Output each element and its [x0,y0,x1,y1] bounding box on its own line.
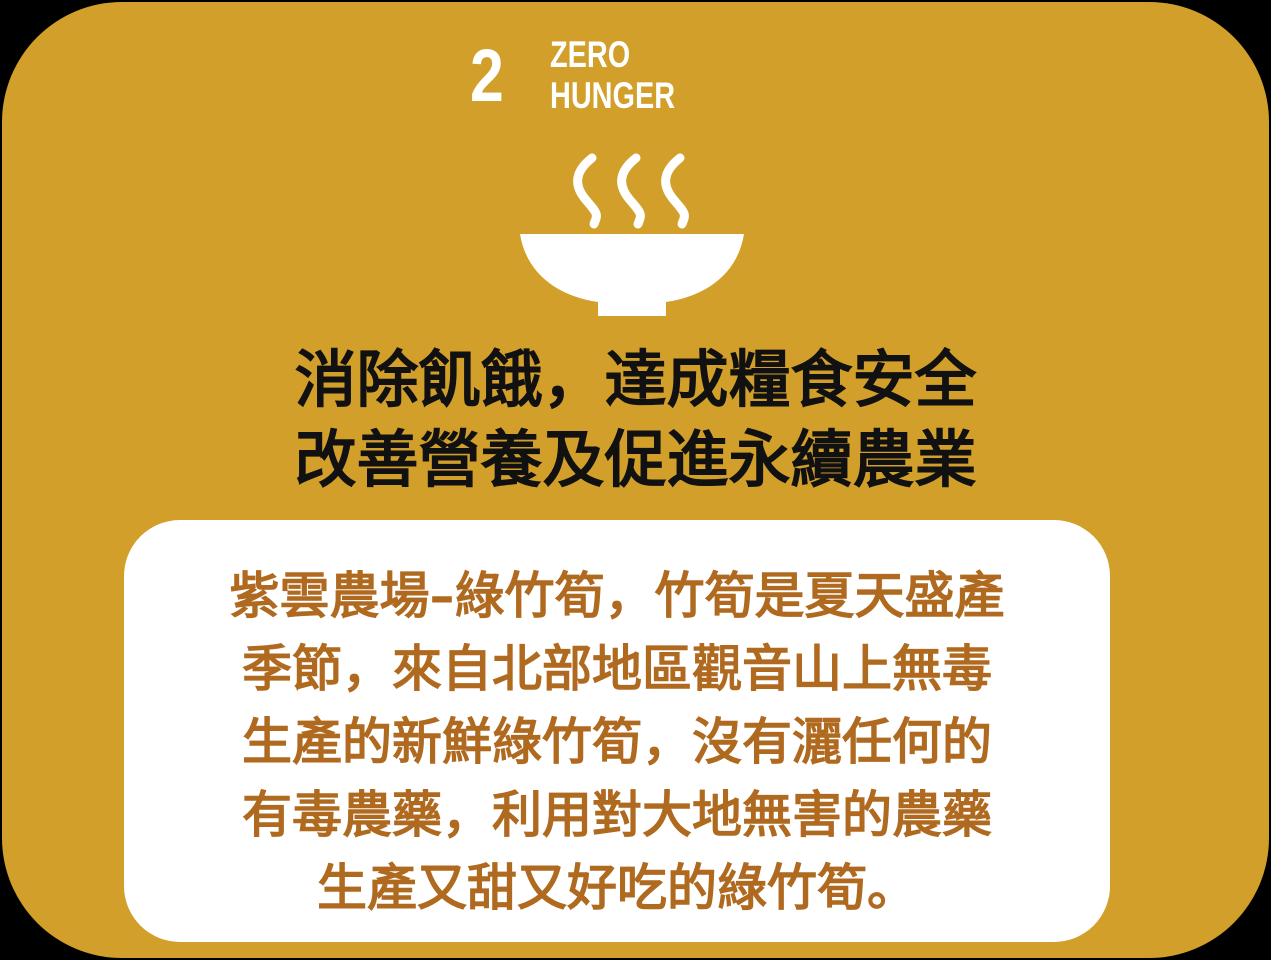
info-line-4: 有毒農藥，利用對大地無害的農藥 [242,786,992,844]
headline-line2: 改善營養及促進永續農業 [294,423,977,496]
info-line-1: 紫雲農場–綠竹筍，竹筍是夏天盛產 [229,567,1005,625]
headline-line1: 消除飢餓，達成糧食安全 [294,343,977,416]
info-text: 紫雲農場–綠竹筍，竹筍是夏天盛產 季節，來自北部地區觀音山上無毒 生產的新鮮綠竹… [124,560,1110,925]
goal-name-line1: ZERO [550,34,631,75]
goal-name-line2: HUNGER [550,75,676,116]
goal-name: ZERO HUNGER [550,34,675,116]
info-line-2: 季節，來自北部地區觀音山上無毒 [242,640,992,698]
info-box: 紫雲農場–綠竹筍，竹筍是夏天盛產 季節，來自北部地區觀音山上無毒 生產的新鮮綠竹… [124,520,1110,942]
headline: 消除飢餓，達成糧食安全 改善營養及促進永續農業 [2,340,1269,500]
goal-number: 2 [470,34,504,117]
info-line-5: 生產又甜又好吃的綠竹筍。 [317,859,917,917]
goal-header: 2 ZERO HUNGER [470,32,710,122]
steaming-bowl-icon [520,153,744,316]
info-line-3: 生產的新鮮綠竹筍，沒有灑任何的 [242,713,992,771]
